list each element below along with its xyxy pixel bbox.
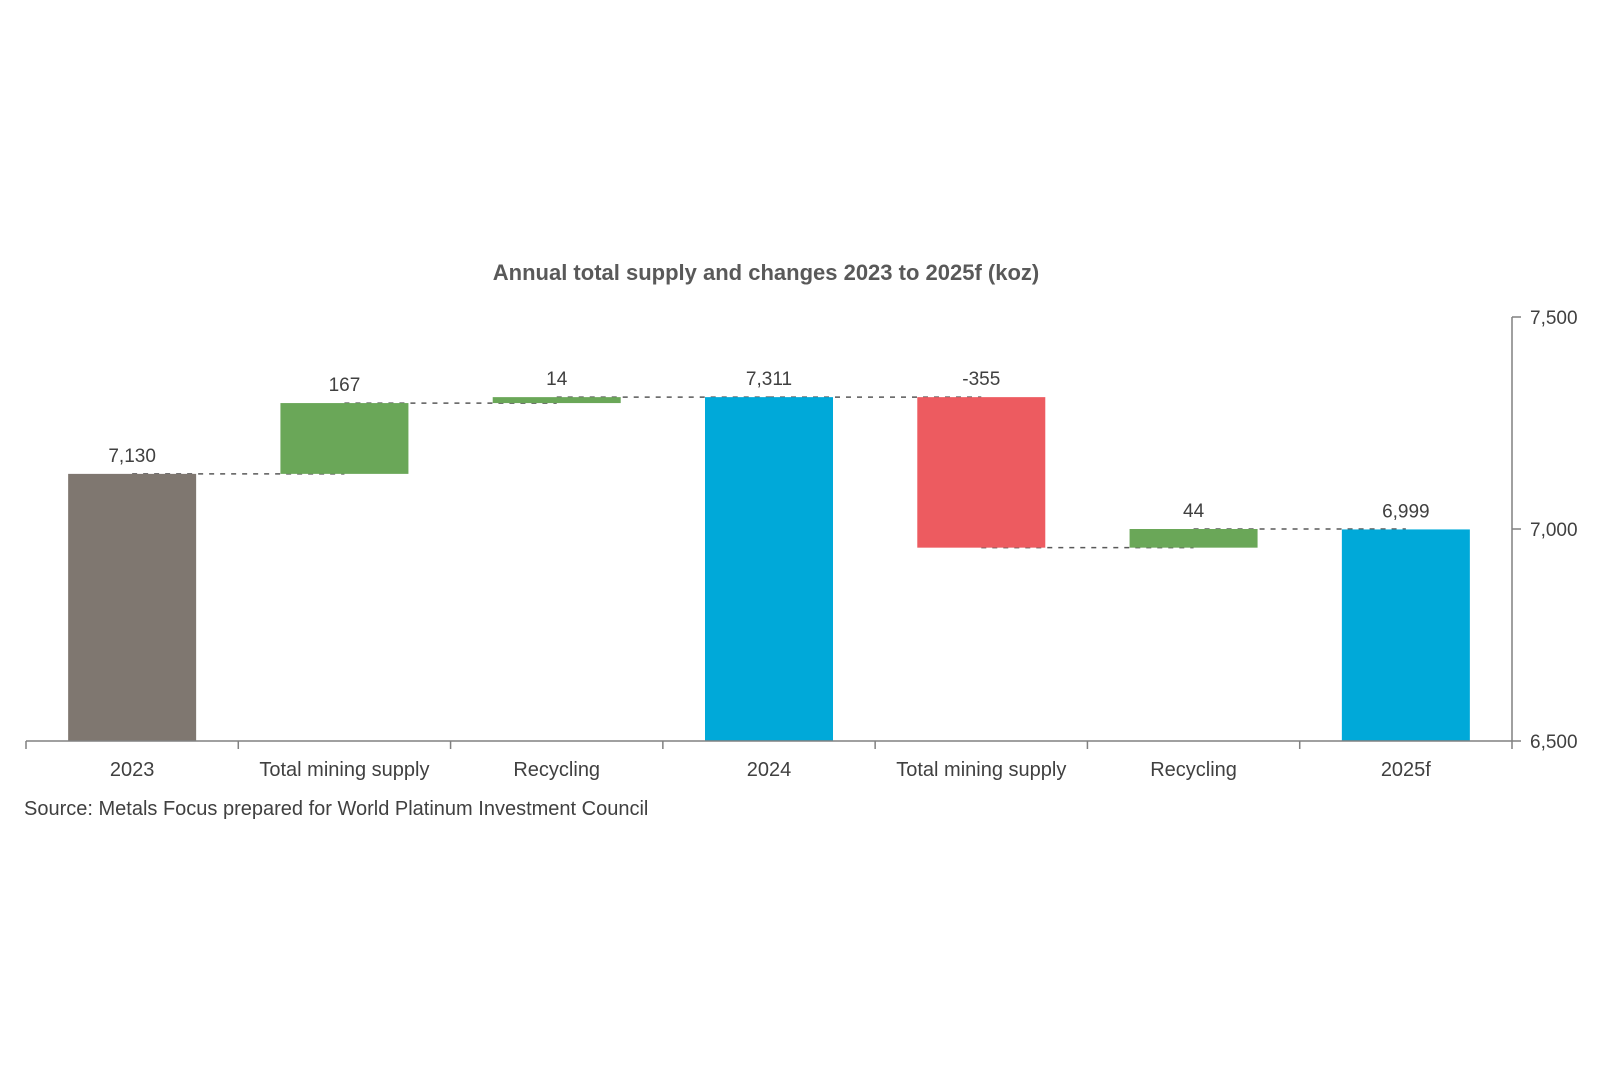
chart-title: Annual total supply and changes 2023 to …: [493, 260, 1039, 285]
bar-2-increase: [280, 403, 409, 474]
x-tick-label-1: 2023: [110, 759, 155, 781]
data-label-3: 14: [546, 369, 568, 390]
source-note: Source: Metals Focus prepared for World …: [24, 798, 649, 820]
x-axis: 2023 Total mining supply Recycling 2024 Tota…: [25, 740, 1513, 781]
y-tick-label-1: 6,500: [1530, 732, 1578, 753]
x-tick-label-2: Total mining supply: [259, 759, 429, 781]
data-label-6: 44: [1183, 501, 1205, 522]
bar-6-increase: [1129, 529, 1258, 548]
bars-group: [68, 397, 1470, 741]
x-tick-label-3: Recycling: [513, 759, 600, 781]
data-label-7: 6,999: [1382, 501, 1430, 522]
y-tick-label-2: 7,000: [1530, 520, 1578, 541]
data-label-5: -355: [962, 369, 1000, 390]
bar-4-total: [705, 397, 833, 741]
x-tick-label-7: 2025f: [1381, 759, 1431, 781]
data-label-2: 167: [329, 375, 361, 396]
bar-1-total: [68, 473, 197, 741]
data-label-4: 7,311: [746, 369, 792, 390]
data-label-1: 7,130: [108, 446, 156, 467]
bar-5-decrease: [917, 397, 1046, 548]
bar-3-increase: [492, 397, 621, 404]
y-axis: 6,500 7,000 7,500: [1511, 308, 1578, 753]
x-tick-label-6: Recycling: [1150, 759, 1237, 781]
x-tick-label-4: 2024: [747, 759, 792, 781]
y-tick-label-3: 7,500: [1530, 308, 1578, 329]
bar-7-total: [1341, 529, 1470, 741]
data-labels-group: 7,130 167 14 7,311 -355 44 6,999: [108, 369, 1429, 522]
x-tick-label-5: Total mining supply: [896, 759, 1066, 781]
